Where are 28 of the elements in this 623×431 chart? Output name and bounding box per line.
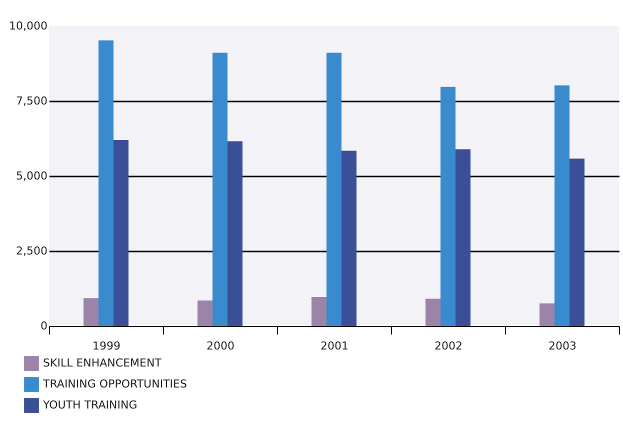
legend-label: SKILL ENHANCEMENT <box>43 356 162 370</box>
bar <box>342 150 356 326</box>
y-tick-label: 0 <box>40 320 48 332</box>
bar <box>554 85 570 326</box>
bar <box>114 140 128 326</box>
y-tick-label: 2,500 <box>16 244 48 258</box>
bar <box>426 298 440 326</box>
bar <box>212 52 228 326</box>
x-tick-label: 2001 <box>320 340 348 352</box>
x-tick-label: 2003 <box>548 340 576 352</box>
bar <box>312 297 326 326</box>
bar <box>540 303 554 326</box>
bar <box>228 141 242 326</box>
y-tick-label: 7,500 <box>16 94 48 108</box>
bar <box>326 52 342 326</box>
legend-label: TRAINING OPPORTUNITIES <box>42 378 187 390</box>
x-tick-label: 2002 <box>434 340 462 352</box>
bar <box>198 300 212 326</box>
y-tick-label: 10,000 <box>9 20 48 32</box>
bar <box>456 149 470 326</box>
y-tick-label: 5,000 <box>16 170 48 182</box>
bar <box>84 298 98 326</box>
bar <box>570 158 584 326</box>
bar <box>98 40 114 326</box>
x-tick-label: 1999 <box>92 340 120 352</box>
legend-label: YOUTH TRAINING <box>42 398 138 412</box>
bar <box>440 86 456 326</box>
x-tick-label: 2000 <box>206 340 234 352</box>
